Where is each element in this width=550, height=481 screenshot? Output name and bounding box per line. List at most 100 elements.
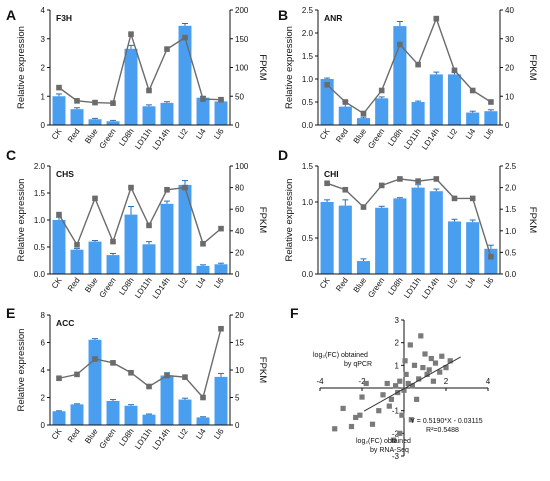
panel-title: F3H [56,13,72,23]
bar-ll4 [466,112,480,125]
category-label: LD11h [133,276,154,300]
fpkm-line [58,31,222,104]
fpkm-point-ll2 [182,184,188,191]
panel-d: D CHI 0.0 0.5 1.0 1.5 0.0 0.5 1.0 1.5 2.0 2.5 CK Red B… [278,147,538,300]
fpkm-point-ck [56,211,62,218]
y2-axis-label: FPKM [527,207,538,233]
x-axis-label-line1: log₂(FC) obtained [356,438,411,445]
y2-tick-label: 40 [505,6,514,15]
fpkm-point-ck [324,81,330,88]
bar-blue [356,261,371,274]
scatter-point [348,423,355,430]
panel-title: CHI [324,169,339,179]
scatter-point [414,396,420,402]
scatter-point [418,333,424,339]
scatter-point [384,380,390,387]
fpkm-point-ld14h [433,176,440,182]
category-label: CK [318,275,332,290]
bar-ll6 [484,248,498,274]
category-label: CK [318,126,332,141]
scatter-point [443,365,449,371]
category-label: Ll4 [194,276,208,290]
scatter-point [416,376,422,382]
fpkm-point-blue [360,110,367,117]
y2-tick-label: 0 [235,121,240,130]
category-label: LD14h [151,276,172,300]
bar-ld11h [142,106,156,125]
category-label: Red [334,276,350,293]
y2-tick-label: 5 [235,394,240,403]
fpkm-point-ld11h [146,87,152,94]
scatter-point [422,351,428,357]
fpkm-point-ld8h [397,41,403,48]
y2-tick-label: 200 [235,6,249,15]
y2-tick-label: 80 [235,184,244,193]
panel-f: F -4 -2 2 4 -3 -2 -1 1 2 3 Y = 0.5190*X - 0.03115 R²… [290,305,491,461]
category-label: LD11h [402,276,423,300]
fit-r2: R²=0.5488 [426,427,459,434]
fpkm-point-ll4 [200,394,206,401]
y2-tick-label: 15 [235,339,244,348]
fpkm-line [326,16,492,115]
bar-red [70,249,84,274]
category-label: Ll6 [212,427,226,441]
bar-red [70,109,84,125]
y-tick-label: 1.5 [34,189,46,198]
bar-ll6 [214,376,228,425]
fpkm-point-ll6 [488,253,494,260]
fpkm-point-ld8h [128,184,134,191]
y2-tick-label: 0.0 [505,270,517,279]
scatter-point [388,396,394,402]
y-axis-label: Relative expression [16,179,27,262]
category-label: Ll2 [176,127,190,141]
y-tick-label: 1.5 [302,162,314,171]
bar-ld14h [429,191,443,274]
y-tick-label: 0.5 [34,243,46,252]
y-axis-label: Relative expression [16,329,27,412]
bar-ck [52,96,66,125]
fpkm-point-green [110,238,116,245]
y-axis-label-line2: by qPCR [344,361,372,368]
bar-blue [88,339,102,425]
scatter-point [380,392,386,398]
bar-ld11h [411,187,425,274]
bar-ck [320,79,334,125]
bar-blue [88,241,102,274]
fpkm-point-ld11h [415,61,421,68]
y-tick-label: 1 [41,92,46,101]
y2-tick-label: 10 [235,366,244,375]
scatter-point [353,414,359,421]
y-tick-label: 4 [41,366,46,375]
category-label: Blue [83,427,100,446]
fit-equation: Y = 0.5190*X - 0.03115 [410,418,482,425]
category-label: Red [66,127,82,144]
bar-red [338,205,352,274]
category-label: CK [50,426,64,441]
scatter-point [432,360,439,366]
bar-ck [320,202,334,274]
scatter-point [447,358,453,364]
fpkm-point-ld14h [164,372,170,379]
bar-ll4 [196,265,210,274]
y2-tick-label: 150 [235,35,249,44]
y2-tick-label: 0 [505,121,510,130]
panel-letter: F [290,305,299,321]
category-label: LD14h [420,127,441,151]
fpkm-point-green [110,100,116,106]
y-tick-label: 0 [41,121,46,130]
bar-red [338,106,352,125]
scatter-point [390,437,397,443]
fpkm-point-blue [360,204,367,210]
category-label: Green [98,276,118,299]
fpkm-point-ll4 [200,240,206,247]
fpkm-point-ld11h [146,383,152,390]
scatter-point [402,358,408,364]
x-tick-label: 4 [486,377,491,386]
panel-b: B ANR 0.0 0.5 1.0 1.5 2.0 2.5 0 10 20 30 40 CK Red Blue… [278,6,538,151]
category-label: Ll4 [464,127,478,141]
category-label: Blue [352,276,369,295]
y-axis-label: Relative expression [284,26,295,109]
bar-ck [52,411,66,425]
bar-ll6 [214,101,228,125]
